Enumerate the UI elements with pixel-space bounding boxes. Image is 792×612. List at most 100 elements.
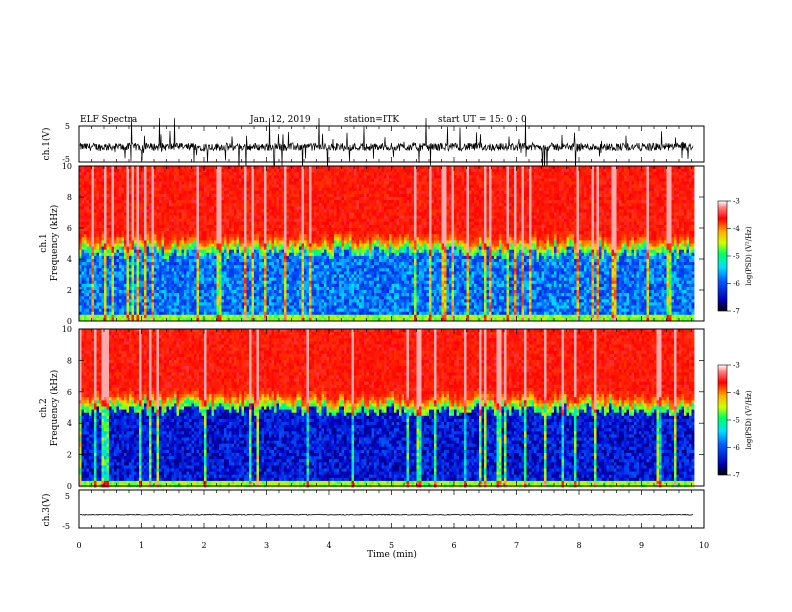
spectrogram-cell [149, 290, 152, 294]
spectrogram-cell [239, 296, 242, 300]
spectrogram-cell [169, 178, 172, 182]
spectrogram-cell [189, 172, 192, 176]
spectrogram-cell [211, 262, 215, 266]
spectrogram-cell [249, 246, 252, 251]
spectrogram-cell [264, 259, 267, 263]
spectrogram-cell [286, 280, 290, 285]
spectrogram-cell [231, 209, 235, 213]
spectrogram-cell [209, 231, 212, 235]
spectrogram-cell [279, 243, 282, 247]
spectrogram-cell [91, 283, 95, 288]
spectrogram-cell [104, 181, 107, 185]
spectrogram-cell [236, 218, 240, 223]
spectrogram-cell [301, 187, 305, 192]
spectrogram-cell [201, 193, 205, 198]
spectrogram-cell [284, 296, 287, 300]
spectrogram-cell [266, 212, 270, 216]
spectrogram-cell [209, 252, 212, 257]
spectrogram-cell [116, 271, 120, 275]
spectrogram-cell [111, 231, 115, 235]
spectrogram-cell [154, 271, 157, 275]
spectrogram-cell [254, 172, 257, 176]
spectrogram-cell [256, 268, 260, 272]
spectrogram-cell [271, 305, 275, 309]
spectrogram-cell [161, 299, 165, 303]
spectrogram-cell [119, 262, 122, 266]
spectrogram-cell [161, 240, 165, 244]
spectrogram-cell [251, 252, 255, 257]
spectrogram-cell [276, 206, 280, 210]
spectrogram-cell [289, 237, 292, 241]
spectrogram-cell [136, 280, 140, 285]
spectrogram-cell [186, 249, 190, 254]
spectrogram-cell [196, 169, 200, 173]
spectrogram-cell [86, 302, 90, 306]
spectrogram-cell [161, 169, 165, 173]
spectrogram-cell [116, 252, 120, 257]
spectrogram-cell [319, 265, 322, 269]
spectrogram-cell [276, 203, 280, 207]
spectrogram-cell [91, 215, 95, 220]
spectrogram-cell [224, 249, 227, 254]
spectrogram-cell [296, 200, 300, 204]
spectrogram-cell [216, 299, 220, 303]
spectrogram-cell [146, 271, 150, 275]
spectrogram-cell [84, 286, 87, 291]
spectrogram-cell [194, 206, 197, 210]
spectrogram-cell [121, 240, 125, 244]
spectrogram-cell [146, 283, 150, 288]
spectrogram-cell [216, 259, 220, 263]
spectrogram-cell [211, 237, 215, 241]
spectrogram-cell [141, 166, 145, 170]
spectrogram-cell [151, 277, 155, 282]
spectrogram-cell [171, 277, 175, 282]
spectrogram-cell [96, 231, 100, 235]
spectrogram-cell [134, 293, 137, 297]
spectrogram-cell [136, 181, 140, 185]
spectrogram-cell [154, 237, 157, 241]
spectrogram-cell [139, 280, 142, 285]
spectrogram-cell [134, 280, 137, 285]
spectrogram-cell [309, 308, 312, 313]
spectrogram-cell [184, 311, 187, 316]
spectrogram-cell [274, 290, 277, 294]
spectrogram-cell [284, 209, 287, 213]
spectrogram-cell [176, 246, 180, 251]
spectrogram-cell [106, 181, 110, 185]
spectrogram-cell [119, 181, 122, 185]
spectrogram-cell [141, 293, 145, 297]
spectrogram-cell [154, 200, 157, 204]
spectrogram-cell [79, 178, 82, 182]
spectrogram-cell [164, 234, 167, 238]
spectrogram-cell [134, 314, 137, 319]
spectrogram-cell [224, 299, 227, 303]
spectrogram-cell [181, 200, 185, 204]
spectrogram-cell [219, 166, 222, 170]
spectrogram-cell [221, 212, 225, 216]
spectrogram-cell [161, 218, 165, 223]
spectrogram-cell [294, 224, 297, 229]
spectrogram-cell [81, 290, 85, 294]
spectrogram-cell [94, 259, 97, 263]
spectrogram-cell [164, 209, 167, 213]
spectrogram-cell [201, 299, 205, 303]
spectrogram-cell [81, 271, 85, 275]
spectrogram-cell [254, 181, 257, 185]
spectrogram-cell [296, 259, 300, 263]
spectrogram-cell [174, 206, 177, 210]
spectrogram-cell [159, 215, 162, 220]
spectrogram-cell [94, 283, 97, 288]
spectrogram-cell [276, 197, 280, 201]
spectrogram-cell [116, 175, 120, 179]
spectrogram-cell [174, 283, 177, 288]
spectrogram-cell [221, 255, 225, 260]
spectrogram-cell [174, 252, 177, 257]
spectrogram-cell [139, 296, 142, 300]
spectrogram-cell [241, 218, 245, 223]
spectrogram-cell [216, 172, 220, 176]
spectrogram-cell [314, 206, 317, 210]
spectrogram-cell [131, 203, 135, 207]
spectrogram-cell [184, 317, 187, 322]
spectrogram-cell [299, 206, 302, 210]
spectrogram-cell [291, 296, 295, 300]
